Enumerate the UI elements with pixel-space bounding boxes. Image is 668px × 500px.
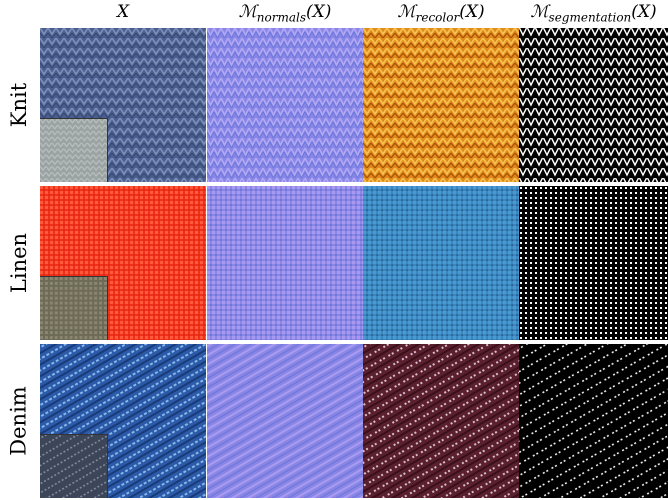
column-header-normals-main: ℳ xyxy=(238,2,257,22)
column-header-recolor: ℳrecolor(X) xyxy=(363,2,519,26)
row-label-knit: Knit xyxy=(2,28,36,182)
denim-recolor-image xyxy=(363,344,519,498)
column-header-segmentation-sub: segmentation xyxy=(548,10,632,25)
column-header-input-label: X xyxy=(116,2,130,22)
knit-recolor-image xyxy=(363,28,519,182)
linen-input-inset-image xyxy=(40,276,108,340)
column-header-segmentation-suffix: (X) xyxy=(631,2,657,22)
denim-input-inset-image xyxy=(40,434,108,498)
knit-segmentation-image xyxy=(519,28,668,182)
column-header-recolor-main: ℳ xyxy=(397,2,416,22)
linen-input-image xyxy=(40,186,206,340)
linen-segmentation-image xyxy=(519,186,668,340)
column-header-recolor-suffix: (X) xyxy=(459,2,485,22)
row-label-linen: Linen xyxy=(2,186,36,340)
row-label-knit-text: Knit xyxy=(7,82,31,128)
knit-normals-image xyxy=(207,28,363,182)
column-header-normals-sub: normals xyxy=(256,10,307,25)
row-label-denim-text: Denim xyxy=(7,386,32,456)
knit-input-image xyxy=(40,28,206,182)
column-header-normals-suffix: (X) xyxy=(306,2,332,22)
denim-input-image xyxy=(40,344,206,498)
knit-input-inset-image xyxy=(40,118,108,182)
column-header-normals: ℳnormals(X) xyxy=(207,2,363,26)
linen-recolor-image xyxy=(363,186,519,340)
denim-normals-image xyxy=(207,344,363,498)
row-label-linen-text: Linen xyxy=(7,232,32,294)
column-header-input: X xyxy=(40,2,206,26)
row-label-denim: Denim xyxy=(2,344,36,498)
column-header-segmentation-main: ℳ xyxy=(530,2,549,22)
column-header-segmentation: ℳsegmentation(X) xyxy=(519,2,668,26)
denim-segmentation-image xyxy=(519,344,668,498)
column-header-recolor-sub: recolor xyxy=(415,10,460,25)
linen-normals-image xyxy=(207,186,363,340)
